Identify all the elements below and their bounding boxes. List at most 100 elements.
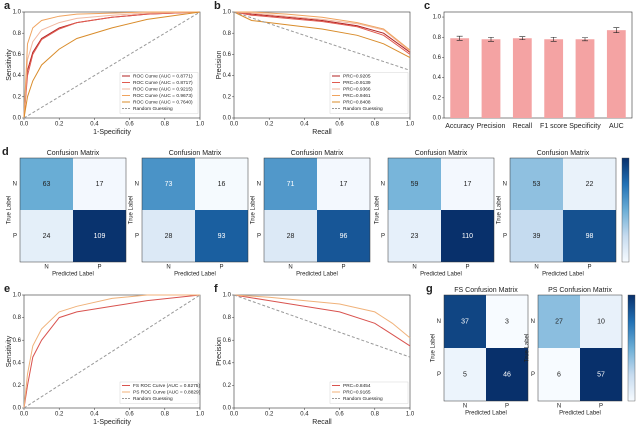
legend-label: FS ROC Curve (AUC = 0.8275) [133, 383, 200, 389]
y-axis-label: Sensitivity [6, 49, 13, 81]
y-tick-label: 0.8 [223, 315, 232, 321]
cell-value: 17 [340, 181, 348, 188]
legend-label: ROC Curve (AUC = 0.9215) [133, 86, 193, 92]
matrix-frame [443, 294, 529, 402]
row-label: P [437, 372, 441, 378]
y-tick-label: 0.6 [13, 52, 22, 58]
x-tick-label: 0.4 [90, 412, 99, 418]
cell [444, 295, 486, 348]
cell-value: 39 [533, 233, 541, 240]
x-tick-label: 0.8 [161, 412, 170, 418]
bar [481, 39, 501, 118]
legend-box [119, 72, 199, 114]
y-tick-label: 0.6 [223, 338, 232, 344]
axes-frame [233, 294, 411, 409]
cell-value: 27 [555, 318, 563, 325]
y-tick-label: 0.6 [223, 52, 232, 58]
cell [486, 348, 528, 401]
y-tick-label: 1.0 [223, 10, 232, 16]
row-label: N [13, 182, 17, 188]
x-tick-label: F1 score [540, 123, 567, 130]
cell [20, 210, 73, 262]
x-tick-label: Specificity [569, 123, 601, 130]
row-label: N [531, 319, 535, 325]
cell [510, 158, 563, 210]
cell [264, 158, 317, 210]
cell-value: 37 [461, 318, 469, 325]
x-tick-label: 0.6 [335, 412, 344, 418]
y-tick-label: 0.0 [13, 406, 22, 412]
y-tick-label: 0.0 [223, 116, 232, 122]
y-axis-label: Precision [216, 51, 223, 80]
legend-label: Random Guessing [343, 396, 383, 402]
y-tick-label: 0.6 [433, 55, 442, 61]
legend-label: PRC=0.8454 [343, 383, 371, 389]
colorbar [621, 157, 630, 263]
matrix-frame [141, 157, 249, 263]
cell [441, 158, 494, 210]
col-label: P [341, 265, 345, 271]
col-label: N [463, 404, 467, 410]
cell-value: 93 [218, 233, 226, 240]
cell-value: 98 [586, 233, 594, 240]
y-tick-label: 0.2 [13, 94, 22, 100]
y-tick-label: 0.8 [433, 35, 442, 41]
series-line [23, 11, 201, 119]
y-tick-label: 0.4 [13, 73, 22, 79]
cell-value: 59 [411, 181, 419, 188]
y-axis-label: True Label [375, 196, 381, 224]
matrix-frame [19, 157, 127, 263]
bar [544, 39, 564, 118]
cell [142, 210, 195, 262]
x-axis-label: Predicted Label [420, 272, 462, 278]
matrix-title: PS Confusion Matrix [548, 287, 612, 294]
x-tick-label: 1.0 [196, 412, 205, 418]
x-tick-label: 0.6 [125, 412, 134, 418]
cell-value: 110 [462, 233, 473, 240]
y-tick-label: 1.0 [13, 293, 22, 299]
x-tick-label: AUC [609, 123, 624, 130]
series-line [23, 294, 200, 409]
cell-value: 57 [597, 371, 605, 378]
cell-value: 22 [586, 181, 594, 188]
x-tick-label: 0.2 [265, 412, 274, 418]
row-label: N [437, 319, 441, 325]
cell [563, 158, 616, 210]
cell [142, 158, 195, 210]
matrix-title: Confusion Matrix [47, 150, 100, 157]
y-tick-label: 0.4 [13, 360, 22, 366]
x-tick-label: 0.2 [55, 412, 64, 418]
row-label: P [381, 234, 385, 240]
y-tick-label: 1.0 [223, 293, 232, 299]
row-label: N [257, 182, 261, 188]
series-line [23, 11, 201, 119]
row-label: N [381, 182, 385, 188]
y-axis-label: True Label [251, 196, 257, 224]
error-bar [582, 37, 588, 42]
series-line [233, 11, 411, 59]
series-line [233, 11, 411, 53]
cell [73, 210, 126, 262]
axes-frame [23, 11, 201, 119]
y-tick-label: 0.8 [223, 31, 232, 37]
cell [264, 210, 317, 262]
y-tick-label: 0.2 [223, 383, 232, 389]
cell [20, 158, 73, 210]
x-tick-label: 0.4 [300, 412, 309, 418]
bar [450, 38, 470, 118]
y-tick-label: 1.0 [433, 15, 442, 21]
x-tick-label: 0.0 [20, 122, 29, 128]
col-label: P [505, 404, 509, 410]
cell [441, 210, 494, 262]
row-label: N [503, 182, 507, 188]
cell [317, 210, 370, 262]
x-axis-label: Predicted Label [559, 411, 601, 417]
series-line [23, 11, 201, 119]
y-tick-label: 0.4 [223, 360, 232, 366]
y-axis-label: Precision [216, 337, 223, 366]
legend-label: PRC=0.9205 [343, 73, 371, 79]
col-label: N [557, 404, 561, 410]
series-line [233, 294, 411, 339]
series-line [233, 11, 411, 52]
x-tick-label: Recall [513, 123, 533, 130]
